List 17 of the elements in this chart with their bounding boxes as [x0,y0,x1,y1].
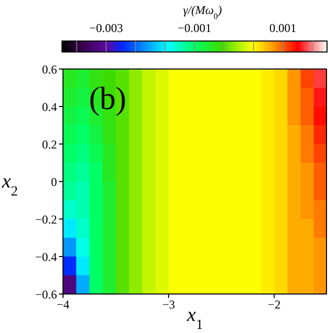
x-tick-label: −3 [162,298,175,312]
y-tick-label: 0.2 [42,137,57,152]
y-tick-label: −0.6 [35,287,57,302]
y-tick-label: −0.4 [35,250,57,264]
color-bar-label: 0.001 [269,21,296,35]
color-bar-title: γ/(Mω$_{0}$) [183,3,222,20]
x-axis-title: x$_{1}$ [186,304,203,332]
y-axis-title: x$_{2}$ [1,170,18,199]
color-bar-label: −0.001 [178,21,212,35]
color-bar-label: −0.003 [89,21,124,35]
y-tick-label: 0.6 [42,62,57,76]
y-tick-label: 0.4 [42,100,57,114]
y-tick-label: 0 [51,174,57,189]
x-tick-label: −2 [268,298,281,312]
annotation: (b) [89,80,126,116]
y-tick-label: −0.2 [35,212,57,226]
x-tick-label: −4 [56,298,70,312]
